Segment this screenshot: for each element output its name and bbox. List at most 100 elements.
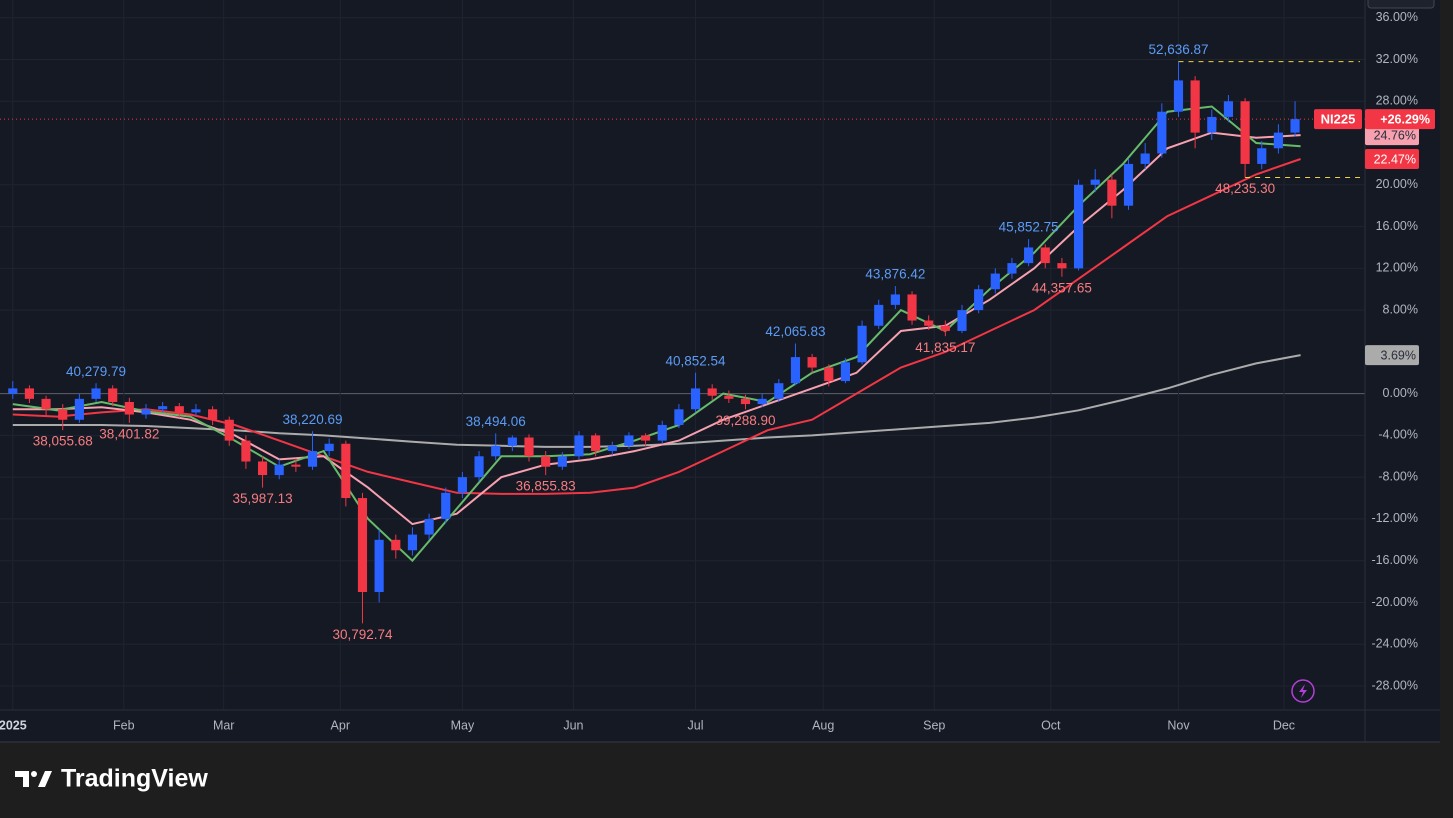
- candle-body: [957, 310, 967, 331]
- candle-body: [357, 498, 368, 593]
- candle-body: [374, 539, 384, 593]
- candle-body: [341, 443, 351, 499]
- axis-value-label: 22.47%: [1374, 152, 1416, 166]
- candle-body: [174, 406, 184, 413]
- candle-body: [1123, 163, 1134, 206]
- x-tick-label: 2025: [0, 718, 27, 732]
- toolbar-box: [1367, 0, 1435, 9]
- axis-value-label: 3.69%: [1381, 348, 1416, 362]
- price-box: [1365, 109, 1435, 130]
- candle-body: [757, 398, 767, 405]
- candle-body: [707, 388, 717, 396]
- y-tick-label: 36.00%: [1376, 10, 1418, 24]
- y-tick-label: 20.00%: [1376, 177, 1418, 191]
- axis-value-box: [1365, 345, 1419, 366]
- price-annotation: 52,636.87: [1148, 42, 1208, 57]
- candle-body: [557, 456, 567, 467]
- x-tick-label: Nov: [1167, 718, 1190, 732]
- price-annotation: 40,852.54: [666, 353, 727, 368]
- x-tick-label: Apr: [331, 718, 350, 732]
- candle-body: [1007, 263, 1017, 274]
- price-annotation: 35,987.13: [233, 491, 293, 506]
- axes: 36.00% 32.00% 28.00% 20.00% 16.00% 12.00% 8.00…: [0, 10, 1435, 732]
- y-tick-label: 28.00%: [1376, 94, 1418, 108]
- axis-value-box: [1365, 125, 1419, 146]
- candle-body: [874, 304, 884, 326]
- y-tick-label: -16.00%: [1371, 553, 1418, 567]
- candle-body: [124, 401, 134, 415]
- candle-body: [924, 320, 934, 326]
- logo: [15, 771, 52, 787]
- brand: TradingView: [61, 765, 208, 793]
- y-tick-label: 12.00%: [1376, 261, 1418, 275]
- candle-body: [541, 456, 551, 467]
- candle-body: [1057, 263, 1067, 269]
- candle-body: [307, 451, 318, 467]
- candle-body: [441, 492, 451, 519]
- candle-body: [291, 464, 301, 467]
- candle-body: [607, 445, 617, 452]
- price-annotation: 40,279.79: [66, 364, 126, 379]
- candle-body: [91, 388, 101, 399]
- candle-body: [1240, 101, 1250, 164]
- candle-body: [41, 398, 51, 410]
- price-value-label: +26.29%: [1380, 112, 1430, 126]
- candle-body: [1140, 153, 1150, 164]
- y-tick-label: -28.00%: [1371, 678, 1418, 692]
- candle-body: [1040, 247, 1050, 264]
- candle-body: [724, 395, 734, 399]
- price-annotation: 45,852.75: [999, 220, 1059, 235]
- candle-body: [1207, 116, 1217, 133]
- candle-body: [624, 435, 634, 446]
- candle-body: [491, 445, 501, 457]
- candle-body: [208, 409, 218, 420]
- candle-body: [857, 325, 867, 363]
- candle-body: [1257, 148, 1267, 164]
- x-tick-label: Mar: [213, 718, 235, 732]
- lightning-icon[interactable]: [1291, 679, 1315, 703]
- axis-value-label: 24.76%: [1374, 128, 1416, 142]
- candle-body: [8, 388, 18, 394]
- candle-body: [191, 409, 201, 413]
- candle-body: [740, 398, 751, 405]
- candle-body: [1273, 132, 1283, 149]
- x-tick-label: Jul: [688, 718, 704, 732]
- candle-body: [58, 409, 68, 420]
- candle-body: [1173, 80, 1184, 112]
- price-annotation: 41,835.17: [915, 340, 975, 355]
- candle-body: [407, 534, 418, 551]
- candle-body: [840, 362, 851, 382]
- plot: 40,279.79 38,055.68 38,401.82 35,987.13 38,2…: [0, 42, 1365, 642]
- candle-body: [324, 443, 334, 452]
- symbol-label: NI225: [1321, 112, 1356, 127]
- candle-body: [1290, 119, 1300, 133]
- axis-value-box: [1365, 149, 1419, 170]
- price-annotation: 39,288.90: [715, 413, 775, 428]
- candle-body: [907, 294, 917, 321]
- candle-body: [641, 435, 651, 441]
- y-tick-label: -20.00%: [1371, 595, 1418, 609]
- candle-body: [1190, 80, 1200, 133]
- x-tick-label: Aug: [812, 718, 834, 732]
- candle-body: [674, 409, 684, 425]
- candle-body: [1107, 179, 1117, 206]
- x-tick-label: Dec: [1273, 718, 1295, 732]
- candle-body: [824, 367, 834, 382]
- candle-body: [574, 435, 584, 457]
- symbol-box: [1314, 109, 1362, 130]
- y-tick-label: 32.00%: [1376, 52, 1418, 66]
- y-tick-label: 0.00%: [1383, 386, 1418, 400]
- y-tick-label: -8.00%: [1378, 469, 1418, 483]
- candle-body: [391, 539, 401, 551]
- candle-body: [990, 273, 1000, 290]
- price-annotation: 38,401.82: [99, 426, 159, 441]
- candle-body: [474, 456, 484, 478]
- candle-body: [108, 388, 118, 402]
- candle-body: [224, 419, 234, 441]
- grid: [0, 0, 1365, 710]
- candle-body: [940, 325, 950, 331]
- x-tick-label: Feb: [113, 718, 135, 732]
- candle-body: [1223, 101, 1234, 117]
- price-annotation: 36,855.83: [516, 479, 576, 494]
